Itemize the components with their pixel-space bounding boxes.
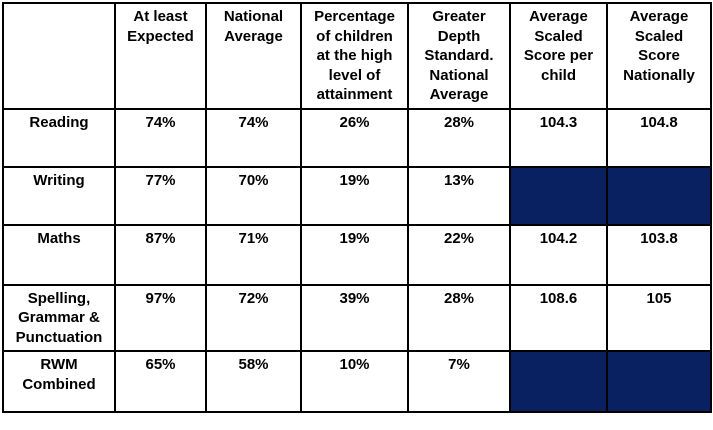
- highlighted-cell: [509, 350, 608, 413]
- results-table: At least Expected National Average Perce…: [2, 2, 712, 413]
- data-cell: 104.2: [509, 223, 608, 286]
- data-cell: 13%: [407, 165, 511, 226]
- data-cell: 105: [606, 283, 712, 352]
- column-header-at-least-expected: At least Expected: [114, 2, 207, 110]
- data-cell: 58%: [205, 350, 302, 413]
- column-header-average-scaled-score-per-child: Average Scaled Score per child: [509, 2, 608, 110]
- data-cell: 39%: [300, 283, 409, 352]
- table-row-maths: Maths 87% 71% 19% 22% 104.2 103.8: [2, 223, 712, 286]
- table-row-reading: Reading 74% 74% 26% 28% 104.3 104.8: [2, 107, 712, 168]
- highlighted-cell: [509, 165, 608, 226]
- row-label-reading: Reading: [2, 107, 116, 168]
- data-cell: 19%: [300, 165, 409, 226]
- data-cell: 22%: [407, 223, 511, 286]
- column-header-high-level-percentage: Percentage of children at the high level…: [300, 2, 409, 110]
- data-cell: 103.8: [606, 223, 712, 286]
- corner-header-cell: [2, 2, 116, 110]
- row-label-writing: Writing: [2, 165, 116, 226]
- data-cell: 28%: [407, 107, 511, 168]
- data-cell: 104.8: [606, 107, 712, 168]
- row-label-maths: Maths: [2, 223, 116, 286]
- data-cell: 19%: [300, 223, 409, 286]
- data-cell: 74%: [205, 107, 302, 168]
- column-header-greater-depth-national-average: Greater Depth Standard. National Average: [407, 2, 511, 110]
- data-cell: 77%: [114, 165, 207, 226]
- data-cell: 65%: [114, 350, 207, 413]
- data-cell: 71%: [205, 223, 302, 286]
- data-cell: 10%: [300, 350, 409, 413]
- header-row: At least Expected National Average Perce…: [2, 2, 712, 110]
- data-cell: 87%: [114, 223, 207, 286]
- table-row-spelling-grammar-punctuation: Spelling, Grammar & Punctuation 97% 72% …: [2, 283, 712, 352]
- highlighted-cell: [606, 165, 712, 226]
- data-cell: 97%: [114, 283, 207, 352]
- column-header-national-average: National Average: [205, 2, 302, 110]
- table-row-rwm-combined: RWM Combined 65% 58% 10% 7%: [2, 350, 712, 413]
- highlighted-cell: [606, 350, 712, 413]
- data-cell: 74%: [114, 107, 207, 168]
- page: At least Expected National Average Perce…: [2, 2, 712, 413]
- data-cell: 28%: [407, 283, 511, 352]
- data-cell: 72%: [205, 283, 302, 352]
- column-header-average-scaled-score-nationally: Average Scaled Score Nationally: [606, 2, 712, 110]
- row-label-rwm-combined: RWM Combined: [2, 350, 116, 413]
- data-cell: 104.3: [509, 107, 608, 168]
- table-row-writing: Writing 77% 70% 19% 13%: [2, 165, 712, 226]
- data-cell: 7%: [407, 350, 511, 413]
- row-label-spelling-grammar-punctuation: Spelling, Grammar & Punctuation: [2, 283, 116, 352]
- data-cell: 26%: [300, 107, 409, 168]
- data-cell: 70%: [205, 165, 302, 226]
- data-cell: 108.6: [509, 283, 608, 352]
